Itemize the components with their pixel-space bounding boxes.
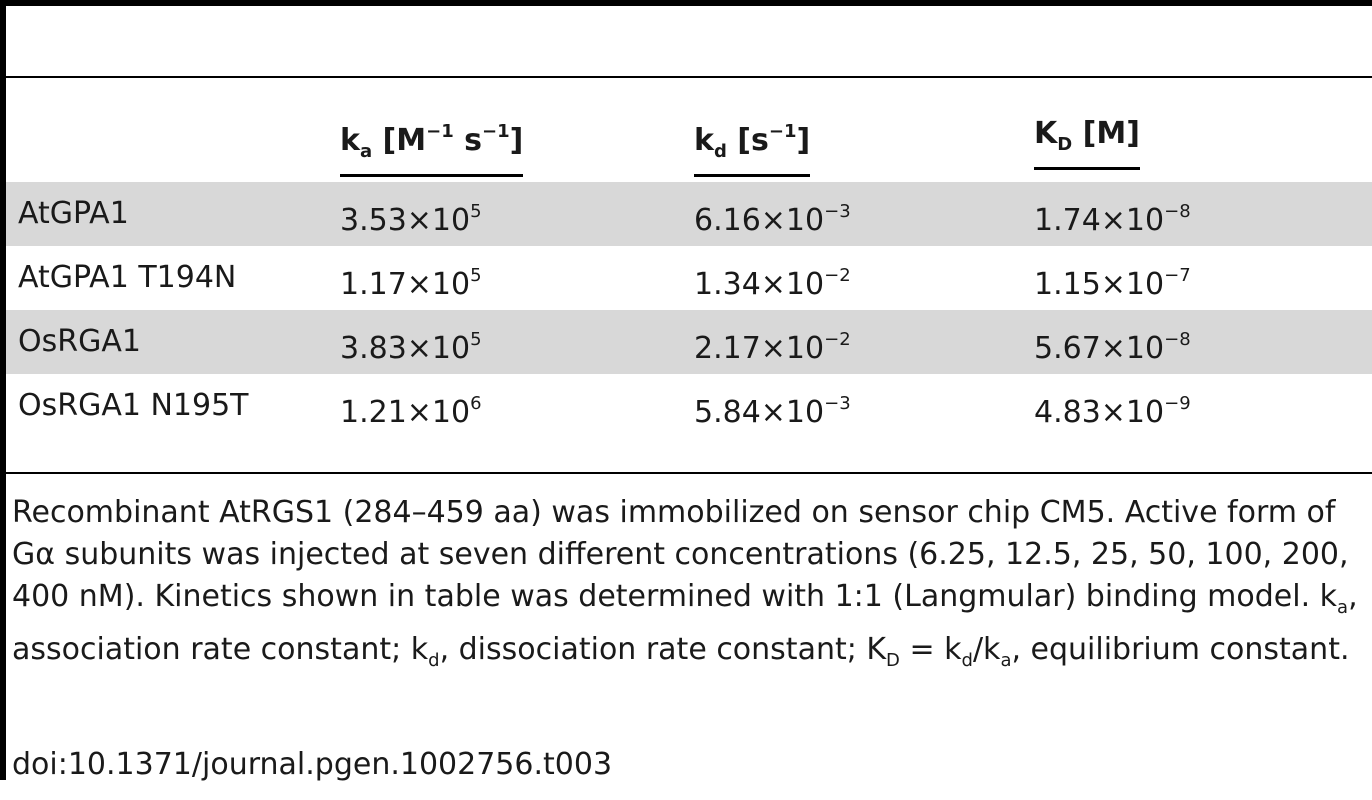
cell-kd: 1.34×10−2 xyxy=(694,265,851,302)
row-name: OsRGA1 xyxy=(18,324,141,359)
cell-kd: 2.17×10−2 xyxy=(694,329,851,366)
cell-ka: 3.53×105 xyxy=(340,201,482,238)
top-rule xyxy=(0,0,1372,6)
row-name: OsRGA1 N195T xyxy=(18,388,249,423)
table-header-row: ka [M−1 s−1] kd [s−1] KD [M] xyxy=(6,78,1372,182)
cell-ka: 1.17×105 xyxy=(340,265,482,302)
cell-KD: 1.15×10−7 xyxy=(1034,265,1191,302)
header-kd: kd [s−1] xyxy=(694,114,811,177)
table-row: AtGPA1 T194N 1.17×105 1.34×10−2 1.15×10−… xyxy=(6,246,1372,310)
cell-KD: 5.67×10−8 xyxy=(1034,329,1191,366)
table-top-rule xyxy=(6,76,1372,78)
table-bottom-rule xyxy=(6,472,1372,474)
left-rule xyxy=(0,0,6,780)
cell-ka: 3.83×105 xyxy=(340,329,482,366)
header-ka: ka [M−1 s−1] xyxy=(340,114,524,177)
kinetics-table: ka [M−1 s−1] kd [s−1] KD [M] AtGPA1 3.53… xyxy=(6,78,1372,438)
row-name: AtGPA1 T194N xyxy=(18,260,237,295)
cell-kd: 6.16×10−3 xyxy=(694,201,851,238)
table-row: OsRGA1 3.83×105 2.17×10−2 5.67×10−8 xyxy=(6,310,1372,374)
cell-ka: 1.21×106 xyxy=(340,393,482,430)
doi-link[interactable]: doi:10.1371/journal.pgen.1002756.t003 xyxy=(12,747,613,782)
cell-KD: 1.74×10−8 xyxy=(1034,201,1191,238)
cell-kd: 5.84×10−3 xyxy=(694,393,851,430)
row-name: AtGPA1 xyxy=(18,196,129,231)
table-caption: Recombinant AtRGS1 (284–459 aa) was immo… xyxy=(12,495,1358,671)
table-row: AtGPA1 3.53×105 6.16×10−3 1.74×10−8 xyxy=(6,182,1372,246)
header-KD: KD [M] xyxy=(1034,114,1140,170)
cell-KD: 4.83×10−9 xyxy=(1034,393,1191,430)
table-row: OsRGA1 N195T 1.21×106 5.84×10−3 4.83×10−… xyxy=(6,374,1372,438)
